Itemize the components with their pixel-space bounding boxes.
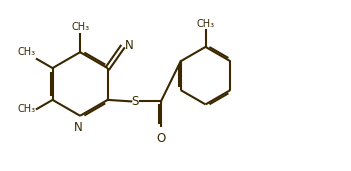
Text: CH₃: CH₃ bbox=[197, 19, 214, 29]
Text: N: N bbox=[125, 39, 134, 52]
Text: S: S bbox=[131, 95, 139, 108]
Text: N: N bbox=[74, 121, 83, 134]
Text: O: O bbox=[156, 132, 166, 145]
Text: CH₃: CH₃ bbox=[17, 48, 35, 57]
Text: CH₃: CH₃ bbox=[17, 104, 35, 114]
Text: CH₃: CH₃ bbox=[71, 23, 89, 32]
